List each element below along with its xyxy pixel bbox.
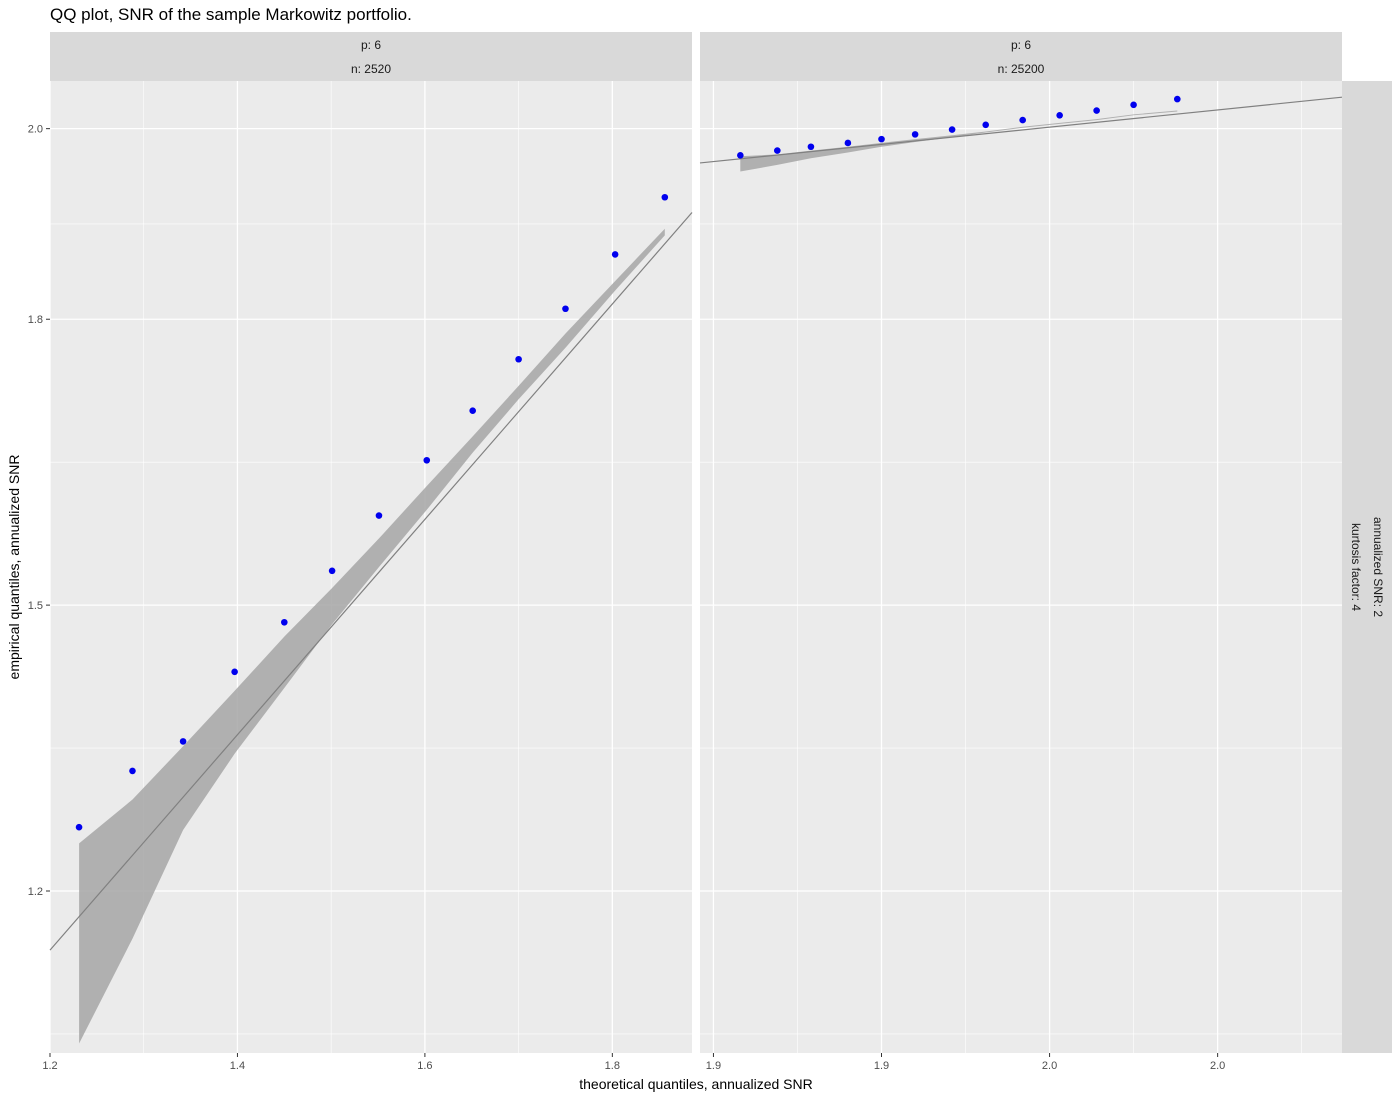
panel-right-strip-bottom: [700, 57, 1342, 81]
x-tick-label: 1.9: [874, 1060, 889, 1072]
data-point: [844, 139, 852, 147]
data-point: [281, 618, 288, 626]
panel-right-strip-top: [700, 32, 1342, 57]
chart-title: QQ plot, SNR of the sample Markowitz por…: [50, 5, 412, 24]
data-point: [807, 143, 815, 151]
panel-left-strip-bottom: [50, 57, 692, 81]
row-strip-snr-label: annualized SNR: 2: [1371, 517, 1385, 617]
data-point: [611, 251, 619, 258]
panel-left-strip-n: n: 2520: [351, 62, 391, 76]
panel-left: p: 6 n: 2520 1.2 1.4 1.6 1.8: [42, 32, 693, 1072]
y-axis: 1.2 1.5 1.8 2.0: [28, 124, 50, 898]
x-tick-label: 2.0: [1042, 1060, 1057, 1072]
data-point: [75, 823, 83, 831]
data-point: [911, 131, 919, 138]
y-tick-label: 1.5: [28, 600, 43, 612]
panel-right-strip-p: p: 6: [1011, 38, 1031, 52]
data-point: [562, 305, 569, 313]
row-strip: annualized SNR: 2 kurtosis factor: 4: [1342, 81, 1392, 1053]
data-point: [179, 738, 187, 745]
data-point: [661, 193, 669, 201]
panel-left-grid: [49, 81, 692, 1053]
data-point: [1173, 95, 1181, 103]
fit-line: [699, 96, 1343, 164]
panel-left-fit-line: [49, 212, 693, 951]
data-point: [129, 767, 136, 775]
x-tick-label: 1.4: [230, 1060, 245, 1072]
data-point: [515, 355, 522, 363]
data-point: [737, 152, 744, 159]
x-tick-label: 1.8: [605, 1060, 620, 1072]
panel-right: p: 6 n: 25200 1.9 1.9 2.0 2.0: [699, 32, 1343, 1072]
x-tick-label: 1.6: [417, 1060, 432, 1072]
row-strip-kurtosis-label: kurtosis factor: 4: [1349, 523, 1363, 611]
y-tick-label: 1.8: [28, 314, 43, 326]
data-point: [878, 135, 885, 143]
x-tick-label: 2.0: [1210, 1060, 1225, 1072]
row-strip-background: [1342, 81, 1392, 1053]
y-tick-label: 2.0: [28, 124, 43, 136]
panel-left-x-axis: 1.2 1.4 1.6 1.8: [42, 1053, 620, 1072]
fit-line: [49, 212, 693, 951]
data-point: [1130, 101, 1137, 109]
data-point: [423, 456, 431, 464]
x-tick-label: 1.2: [42, 1060, 57, 1072]
panel-right-background: [700, 81, 1342, 1053]
y-axis-title: empirical quantiles, annualized SNR: [6, 455, 22, 680]
data-point: [774, 147, 781, 154]
panel-left-points: [75, 193, 669, 831]
panel-right-fit-line: [699, 96, 1343, 164]
panel-left-strip-p: p: 6: [361, 38, 381, 52]
data-point: [982, 121, 990, 129]
data-point: [375, 512, 383, 519]
data-point: [328, 567, 336, 575]
panel-right-points: [737, 95, 1181, 159]
x-tick-label: 1.9: [706, 1060, 721, 1072]
panel-right-strip-n: n: 25200: [998, 62, 1045, 76]
y-tick-label: 1.2: [28, 886, 43, 898]
data-point: [1019, 116, 1026, 124]
panel-left-strip-top: [50, 32, 692, 57]
data-point: [1093, 107, 1100, 114]
data-point: [948, 126, 956, 133]
panel-right-x-axis: 1.9 1.9 2.0 2.0: [706, 1053, 1225, 1072]
panel-right-grid: [700, 81, 1342, 1053]
data-point: [469, 407, 476, 415]
data-point: [231, 668, 238, 676]
x-axis-title: theoretical quantiles, annualized SNR: [579, 1076, 812, 1092]
data-point: [1056, 112, 1063, 119]
